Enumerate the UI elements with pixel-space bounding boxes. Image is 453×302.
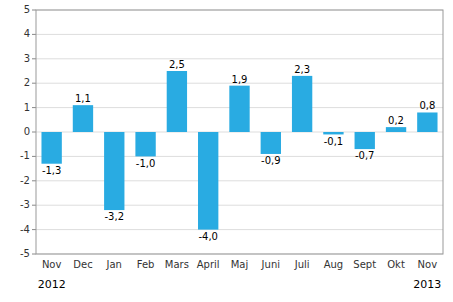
grid-line <box>36 229 443 230</box>
x-tick-label: Sept <box>353 259 376 270</box>
grid-line <box>36 156 443 157</box>
data-label: -3,2 <box>105 211 125 222</box>
data-label: 1,9 <box>232 74 248 85</box>
y-tick-label: -2 <box>20 175 30 186</box>
y-axis: -5 -4 -3 -2 -1 0 1 2 3 4 5 <box>20 4 36 259</box>
y-tick <box>32 10 36 11</box>
bars <box>41 71 437 230</box>
y-tick <box>32 107 36 108</box>
x-tick-label: Mars <box>165 259 189 270</box>
y-tick <box>32 156 36 157</box>
data-label: -1,0 <box>136 158 156 169</box>
grid-line <box>36 205 443 206</box>
x-tick-label: Juli <box>294 259 310 270</box>
x-tick-label: Aug <box>324 259 344 270</box>
y-tick <box>32 34 36 35</box>
data-label: 1,1 <box>75 93 91 104</box>
y-tick-label: 5 <box>24 4 30 15</box>
annotation: 2013 <box>413 278 441 291</box>
y-tick <box>32 229 36 230</box>
y-tick-label: 1 <box>24 102 30 113</box>
data-label: -0,9 <box>261 155 281 166</box>
data-labels: -1,3 1,1 -3,2 -1,0 2,5 -4,0 1,9 -0,9 2,3 -0,1 -0,7… <box>42 59 435 242</box>
grid-line <box>36 58 443 59</box>
bar <box>135 132 155 156</box>
data-label: -1,3 <box>42 165 62 176</box>
grid-line <box>36 34 443 35</box>
y-tick <box>32 254 36 255</box>
x-tick-label: Nov <box>42 259 62 270</box>
x-tick-label: Okt <box>387 259 405 270</box>
data-label: 0,2 <box>388 115 404 126</box>
grid-line <box>36 180 443 181</box>
y-tick <box>32 83 36 84</box>
x-axis: Nov Dec Jan Feb Mars April Maj Juni Juli Aug Sept O… <box>42 259 437 270</box>
bar <box>386 127 406 132</box>
data-label: -0,7 <box>355 150 375 161</box>
bar <box>198 132 218 230</box>
chart-container: -5 -4 -3 -2 -1 0 1 2 3 4 5 -1,3 1,1 -3,2 -1,0 2,5 -4,0 1,… <box>0 0 453 302</box>
x-tick-label: Dec <box>73 259 92 270</box>
bar <box>167 71 187 132</box>
y-tick-label: 0 <box>24 126 30 137</box>
annotation: 2012 <box>38 278 66 291</box>
data-label: 0,8 <box>419 100 435 111</box>
plot-frame <box>36 10 443 254</box>
y-tick-label: 4 <box>24 28 30 39</box>
bar <box>73 105 93 132</box>
bar <box>417 112 437 132</box>
y-tick-label: 2 <box>24 77 30 88</box>
grid <box>36 10 443 254</box>
bar <box>41 132 61 164</box>
bar <box>261 132 281 154</box>
y-tick-label: -3 <box>20 199 30 210</box>
chart: -5 -4 -3 -2 -1 0 1 2 3 4 5 -1,3 1,1 -3,2 -1,0 2,5 -4,0 1,… <box>0 0 453 302</box>
y-tick-label: -5 <box>20 248 30 259</box>
x-tick-label: Juni <box>261 259 280 270</box>
y-tick-label: -4 <box>20 224 30 235</box>
x-tick-label: Jan <box>106 259 122 270</box>
x-tick-label: Feb <box>137 259 155 270</box>
y-tick-label: -1 <box>20 150 30 161</box>
y-tick <box>32 58 36 59</box>
bar <box>104 132 124 210</box>
data-label: 2,3 <box>294 64 310 75</box>
bar <box>355 132 375 149</box>
x-tick-label: Maj <box>231 259 249 270</box>
bar <box>229 86 249 132</box>
data-label: -4,0 <box>198 231 218 242</box>
y-tick <box>32 132 36 133</box>
x-tick-label: April <box>197 259 220 270</box>
y-tick <box>32 180 36 181</box>
data-label: -0,1 <box>324 136 344 147</box>
x-tick-label: Nov <box>418 259 438 270</box>
bar <box>292 76 312 132</box>
y-tick-label: 3 <box>24 53 30 64</box>
data-label: 2,5 <box>169 59 185 70</box>
y-tick <box>32 205 36 206</box>
bar <box>323 132 343 134</box>
